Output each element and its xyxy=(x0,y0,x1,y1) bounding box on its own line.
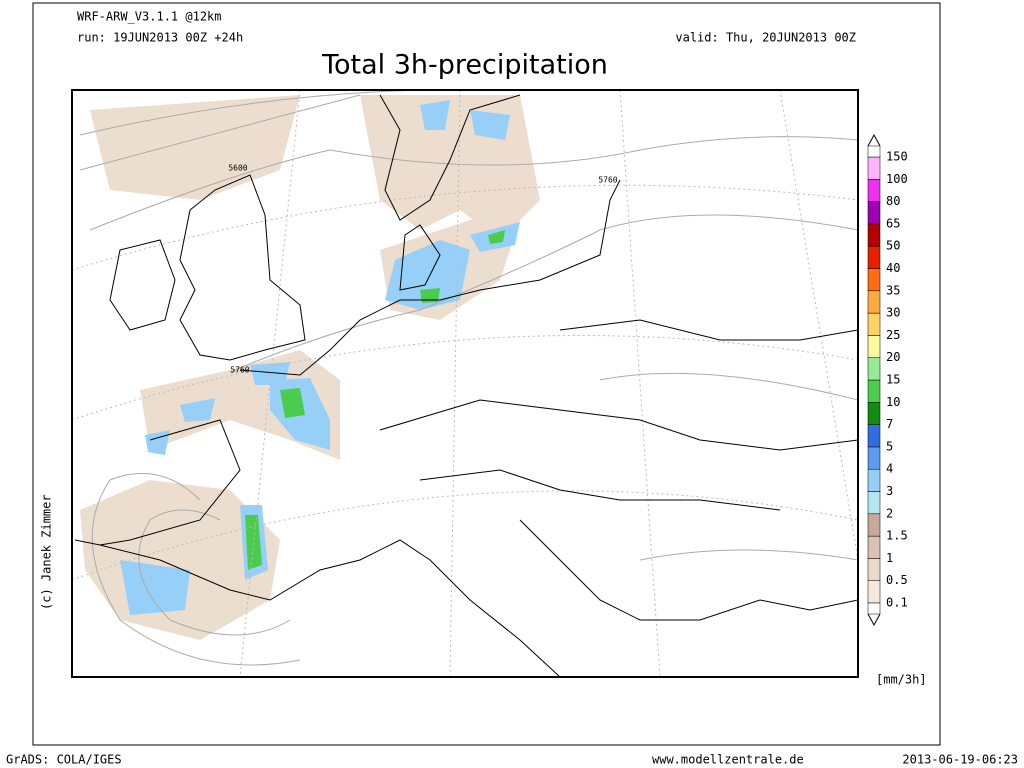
colorbar-label: 0.1 xyxy=(886,596,908,610)
footer-center: www.modellzentrale.de xyxy=(652,753,804,767)
map xyxy=(72,90,858,677)
colorbar-label: 15 xyxy=(886,373,900,387)
colorbar-box xyxy=(867,223,881,247)
colorbar-label: 25 xyxy=(886,328,900,342)
footer-left: GrADS: COLA/IGES xyxy=(6,753,122,767)
colorbar-box xyxy=(867,402,881,425)
colorbar-box xyxy=(867,245,881,269)
colorbar-box xyxy=(867,268,881,292)
colorbar-label: 20 xyxy=(886,350,900,364)
colorbar-box xyxy=(867,424,881,448)
colorbar-box xyxy=(867,201,881,225)
colorbar-label: 10 xyxy=(886,395,900,409)
colorbar-label: 30 xyxy=(886,306,900,320)
colorbar-label: 150 xyxy=(886,150,908,164)
colorbar-label: 0.5 xyxy=(886,573,908,587)
colorbar-box xyxy=(867,535,881,559)
colorbar-box xyxy=(867,156,881,180)
precip-green xyxy=(245,230,505,570)
colorbar-label: 35 xyxy=(886,283,900,297)
colorbar-label: 40 xyxy=(886,261,900,275)
contour-label: 5600 xyxy=(228,164,247,173)
colorbar-box xyxy=(867,513,881,537)
colorbar-bottom-triangle xyxy=(867,613,881,627)
colorbar-box xyxy=(867,446,881,470)
precip-light xyxy=(80,95,540,640)
colorbar-box xyxy=(867,602,881,615)
model-label: WRF-ARW_V3.1.1 @12km xyxy=(77,10,222,24)
unit-label: [mm/3h] xyxy=(876,673,927,687)
colorbar-label: 1.5 xyxy=(886,529,908,543)
colorbar-label: 65 xyxy=(886,216,900,230)
run-label: run: 19JUN2013 00Z +24h xyxy=(77,31,243,45)
coastlines xyxy=(74,94,858,677)
colorbar-box xyxy=(867,357,881,381)
colorbar-label: 80 xyxy=(886,194,900,208)
colorbar-label: 7 xyxy=(886,417,893,431)
contour-label: 5760 xyxy=(598,176,617,185)
credit: (c) Janek Zimmer xyxy=(40,494,54,610)
colorbar-box xyxy=(867,145,881,158)
plot-frame xyxy=(32,2,941,746)
colorbar-box xyxy=(867,290,881,314)
colorbar-label: 4 xyxy=(886,462,893,476)
colorbar-label: 50 xyxy=(886,239,900,253)
colorbar-label: 5 xyxy=(886,439,893,453)
geopotential-contours xyxy=(79,90,858,666)
colorbar-box xyxy=(867,468,881,492)
colorbar-box xyxy=(867,558,881,581)
colorbar-box xyxy=(867,179,881,202)
contour-label: 5760 xyxy=(230,366,249,375)
colorbar-label: 100 xyxy=(886,172,908,186)
footer-right: 2013-06-19-06:23 xyxy=(902,753,1018,767)
colorbar-label: 3 xyxy=(886,484,893,498)
colorbar: 0.1 0.5 1 1.5 2 3 4 5 7 10 15 20 25 30 35 40 50 65 80 100 15… xyxy=(867,133,908,627)
colorbar-label: 2 xyxy=(886,506,893,520)
colorbar-box xyxy=(867,580,881,604)
colorbar-top-triangle xyxy=(867,133,881,147)
colorbar-box xyxy=(867,312,881,336)
map-frame xyxy=(71,89,859,678)
colorbar-box xyxy=(867,335,881,358)
colorbar-label: 1 xyxy=(886,551,893,565)
colorbar-box xyxy=(867,379,881,403)
colorbar-box xyxy=(867,491,881,515)
title: Total 3h-precipitation xyxy=(321,50,608,81)
valid-label: valid: Thu, 20JUN2013 00Z xyxy=(675,31,856,45)
